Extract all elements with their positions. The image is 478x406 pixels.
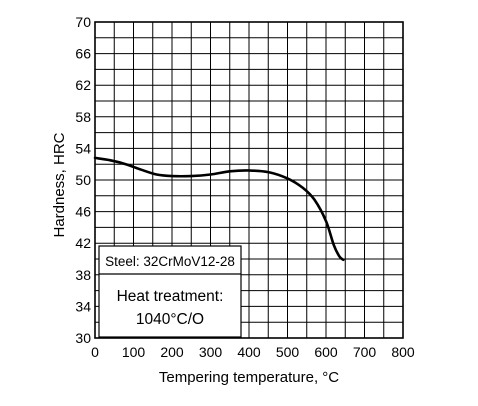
- y-tick-label: 62: [75, 77, 91, 93]
- series-line: [93, 156, 345, 262]
- x-tick-label: 200: [160, 344, 184, 360]
- y-tick-label: 66: [75, 46, 91, 62]
- y-tick-label: 46: [75, 204, 91, 220]
- y-tick-label: 42: [75, 235, 91, 251]
- annotation-box: Steel: 32CrMoV12-28 Heat treatment: 1040…: [98, 245, 242, 338]
- x-tick-label: 800: [391, 344, 415, 360]
- y-tick-label: 30: [75, 330, 91, 346]
- y-tick-labels: 30 34 38 42 46 50 54 58 62 66 70: [75, 14, 91, 346]
- x-axis-label: Tempering temperature, °C: [159, 369, 339, 386]
- x-tick-label: 300: [199, 344, 223, 360]
- y-tick-label: 38: [75, 267, 91, 283]
- x-tick-label: 700: [353, 344, 377, 360]
- annotation-heat-treatment: Heat treatment:: [117, 288, 224, 305]
- y-tick-label: 58: [75, 109, 91, 125]
- x-tick-label: 0: [91, 344, 99, 360]
- annotation-temperature: 1040°C/O: [136, 311, 204, 328]
- x-tick-label: 500: [276, 344, 300, 360]
- grid: [95, 22, 403, 338]
- x-tick-label: 400: [237, 344, 261, 360]
- y-tick-label: 34: [75, 298, 91, 314]
- y-tick-label: 50: [75, 172, 91, 188]
- x-tick-labels: 0 100 200 300 400 500 600 700 800: [91, 344, 415, 360]
- x-tick-label: 100: [122, 344, 146, 360]
- y-tick-label: 54: [75, 140, 91, 156]
- x-tick-label: 600: [314, 344, 338, 360]
- plot-frame: [94, 21, 404, 339]
- y-axis-label: Hardness, HRC: [51, 132, 68, 237]
- annotation-frame: [98, 245, 242, 338]
- annotation-steel: Steel: 32CrMoV12-28: [105, 254, 235, 269]
- y-tick-label: 70: [75, 14, 91, 30]
